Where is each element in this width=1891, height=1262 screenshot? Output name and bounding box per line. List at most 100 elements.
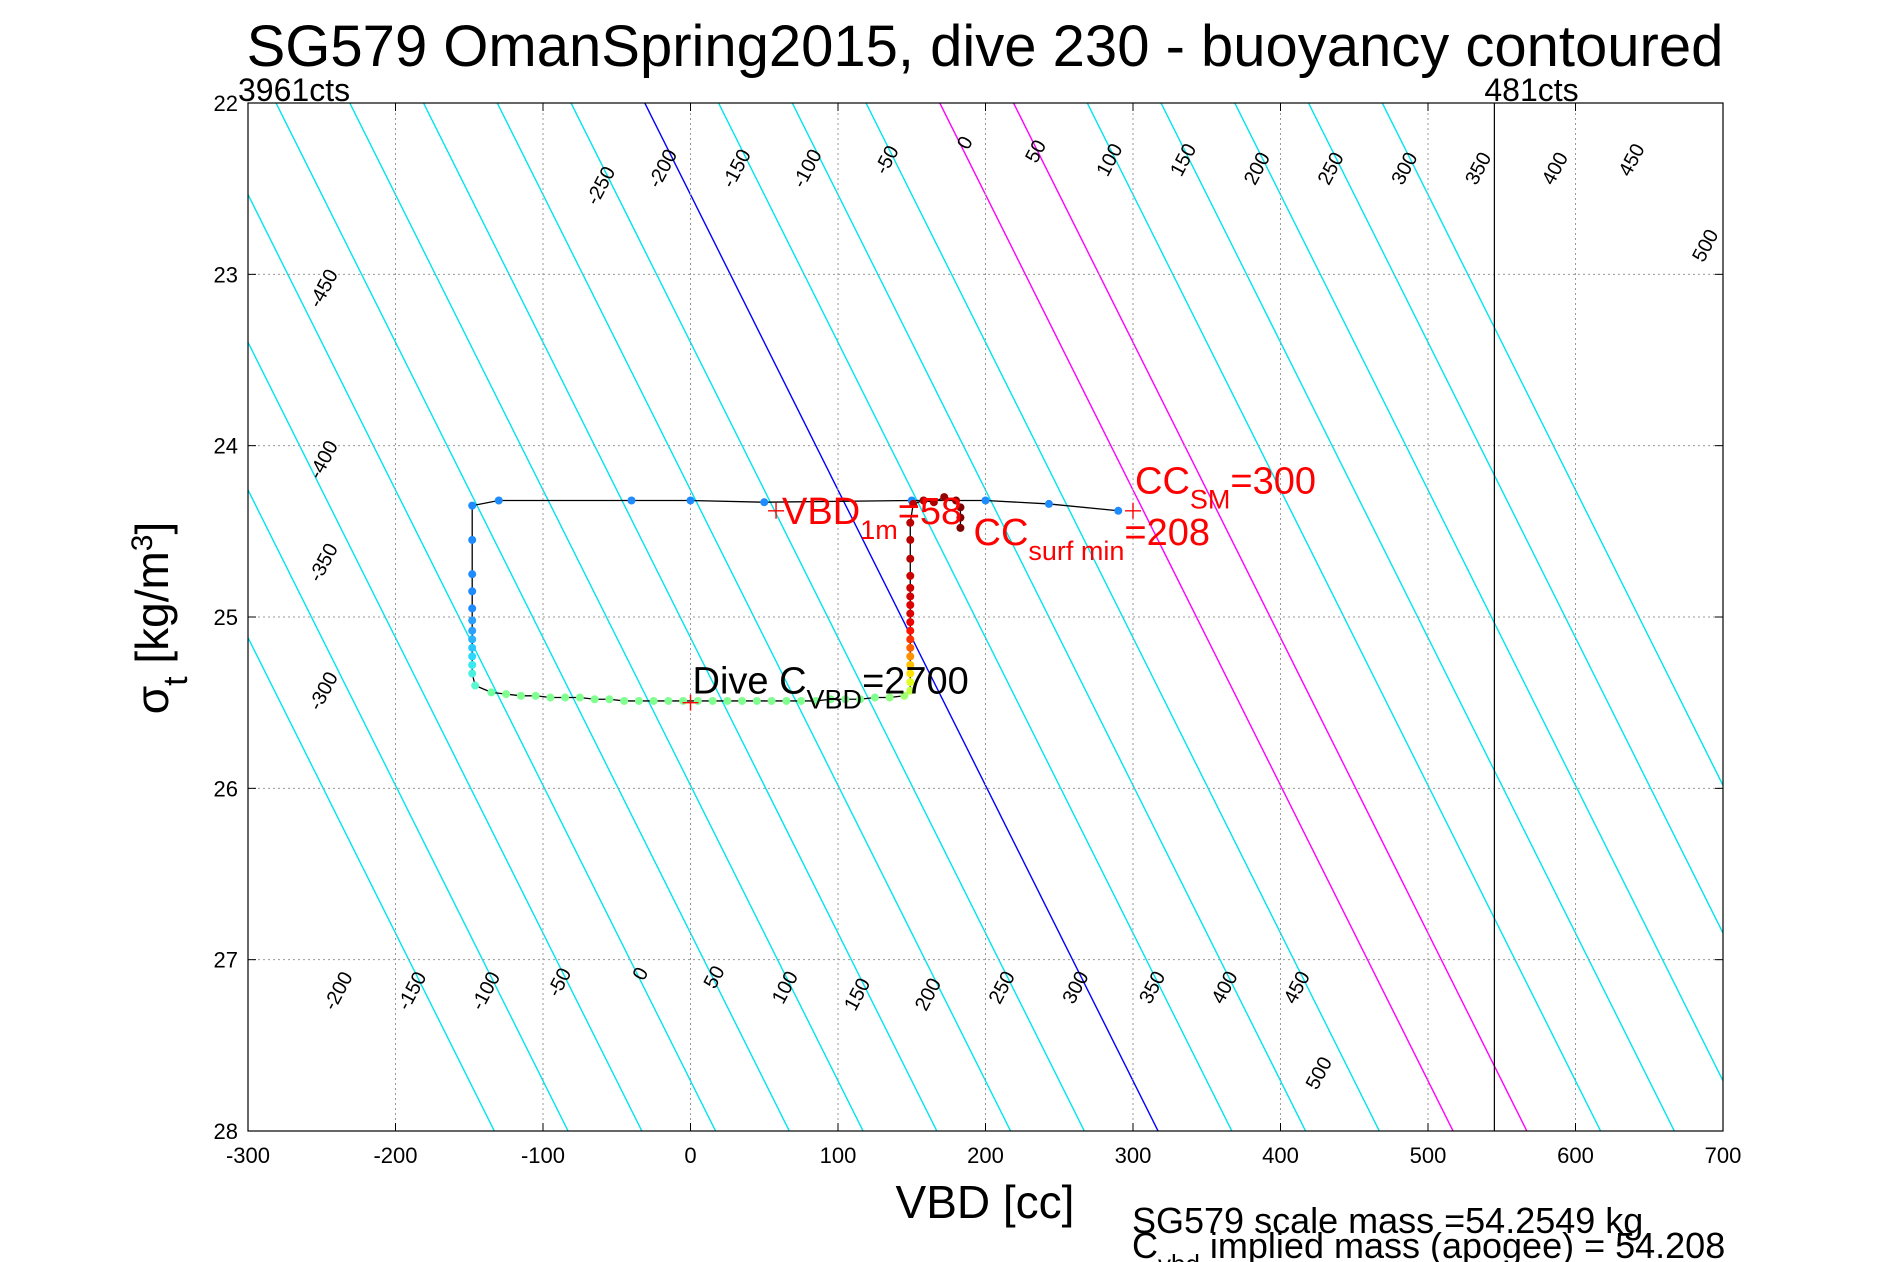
trace-point <box>686 496 695 505</box>
trace-point <box>516 691 525 700</box>
contour-label: -300 <box>305 668 343 714</box>
marker-plus <box>768 502 785 519</box>
contour-line <box>1381 103 1723 787</box>
annotation-divecvbd: Dive CVBD=2700 <box>693 661 969 715</box>
trace-point <box>708 696 717 705</box>
contour-label: -200 <box>319 968 357 1014</box>
contour-line <box>1160 103 1676 1131</box>
trace-point <box>468 660 477 669</box>
trace-point <box>906 686 915 695</box>
count-label: 481cts <box>1484 72 1578 108</box>
y-tick-label: 26 <box>214 776 238 801</box>
contour-label: 50 <box>700 962 730 992</box>
x-tick-label: 100 <box>820 1143 857 1168</box>
trace-point <box>627 496 636 505</box>
trace-point <box>906 652 915 661</box>
trace-point <box>471 681 480 690</box>
trace-point <box>870 693 879 702</box>
trace-point <box>468 501 477 510</box>
contour-line <box>938 103 1454 1131</box>
contour-line <box>643 103 1159 1131</box>
trace-point <box>906 592 915 601</box>
trace-point <box>468 626 477 635</box>
footer-scale-mass: SG579 scale mass =54.2549 kg <box>1132 1200 1643 1241</box>
y-axis-label-sub: t <box>157 676 195 686</box>
contour-label: 150 <box>840 975 875 1015</box>
y-axis-label: σt [kg/m3] <box>126 522 196 715</box>
contour-label: 500 <box>1302 1053 1337 1093</box>
contour-label: 400 <box>1208 968 1243 1008</box>
trace-point <box>906 554 915 563</box>
trace-point <box>468 652 477 661</box>
trace-point <box>906 643 915 652</box>
contour-label: 250 <box>1314 149 1349 189</box>
y-tick-label: 25 <box>214 605 238 630</box>
x-tick-label: 200 <box>967 1143 1004 1168</box>
trace-point <box>909 499 918 508</box>
trace-point <box>900 691 909 700</box>
trace-point <box>590 695 599 704</box>
contour-label: 350 <box>1461 149 1496 189</box>
trace-point <box>679 696 688 705</box>
contour-line <box>1012 103 1528 1131</box>
trace-point <box>531 691 540 700</box>
x-tick-label: 600 <box>1557 1143 1594 1168</box>
contour-label: -450 <box>305 266 343 312</box>
contour-label: 200 <box>911 975 946 1015</box>
contour-label: -50 <box>871 142 904 178</box>
trace-point <box>906 635 915 644</box>
trace-point <box>826 695 835 704</box>
contour-label: 300 <box>1059 968 1094 1008</box>
trace-point <box>752 696 761 705</box>
trace-point <box>620 696 629 705</box>
chart-title: SG579 OmanSpring2015, dive 230 - buoyanc… <box>247 14 1724 79</box>
axes: -300 -200 -100 0 100 200 300 400 500 600 700222324… <box>214 72 1742 1168</box>
contour-line <box>422 103 938 1131</box>
trace-point <box>956 523 965 532</box>
contour-label: -250 <box>582 163 620 209</box>
annotations: -450-400-350-300-250 -200 -150 -100 -50 0 50 10… <box>305 133 1724 1093</box>
trace-point <box>885 693 894 702</box>
trace-point <box>546 693 555 702</box>
contour-line <box>1307 103 1723 935</box>
contour-label: 450 <box>1615 140 1650 180</box>
contour-line <box>275 103 791 1131</box>
trace-point <box>487 688 496 697</box>
x-tick-label: -100 <box>521 1143 565 1168</box>
contour-label: -400 <box>305 437 343 483</box>
trace-point <box>664 696 673 705</box>
x-tick-label: 0 <box>684 1143 696 1168</box>
contour-label: 500 <box>1688 226 1723 266</box>
footer: SG579 scale mass =54.2549 kg Cvbd implie… <box>1132 1200 1725 1262</box>
trace-point <box>494 496 503 505</box>
count-label: 3961cts <box>238 72 350 108</box>
contour-label: 200 <box>1240 149 1275 189</box>
trace-point <box>605 695 614 704</box>
trace-point <box>797 696 806 705</box>
trace-point <box>906 626 915 635</box>
trace-point <box>952 496 960 505</box>
contour-label: -50 <box>543 965 576 1001</box>
marker-plus <box>682 694 699 711</box>
dive-trace <box>468 493 1123 705</box>
contour-line <box>248 340 643 1131</box>
contour-label: 0 <box>629 964 654 984</box>
contour-line <box>248 636 496 1131</box>
contour-label: 0 <box>953 133 978 153</box>
trace-point <box>468 535 477 544</box>
x-tick-label: 400 <box>1262 1143 1299 1168</box>
trace-point <box>906 571 915 580</box>
contour-label: -200 <box>644 146 682 192</box>
annotation-ccsurf: CCsurf min=208 <box>974 512 1211 566</box>
trace-point <box>811 696 820 705</box>
y-tick-label: 27 <box>214 948 238 973</box>
trace-point <box>468 604 477 613</box>
trace-point <box>906 535 915 544</box>
y-tick-label: 22 <box>214 91 238 116</box>
x-tick-label: -300 <box>226 1143 270 1168</box>
contour-label: -150 <box>393 968 431 1014</box>
y-axis-label-unit: [kg/m <box>126 551 178 676</box>
y-tick-label: 23 <box>214 262 238 287</box>
trace-point <box>906 618 915 627</box>
trace-point <box>906 518 915 527</box>
